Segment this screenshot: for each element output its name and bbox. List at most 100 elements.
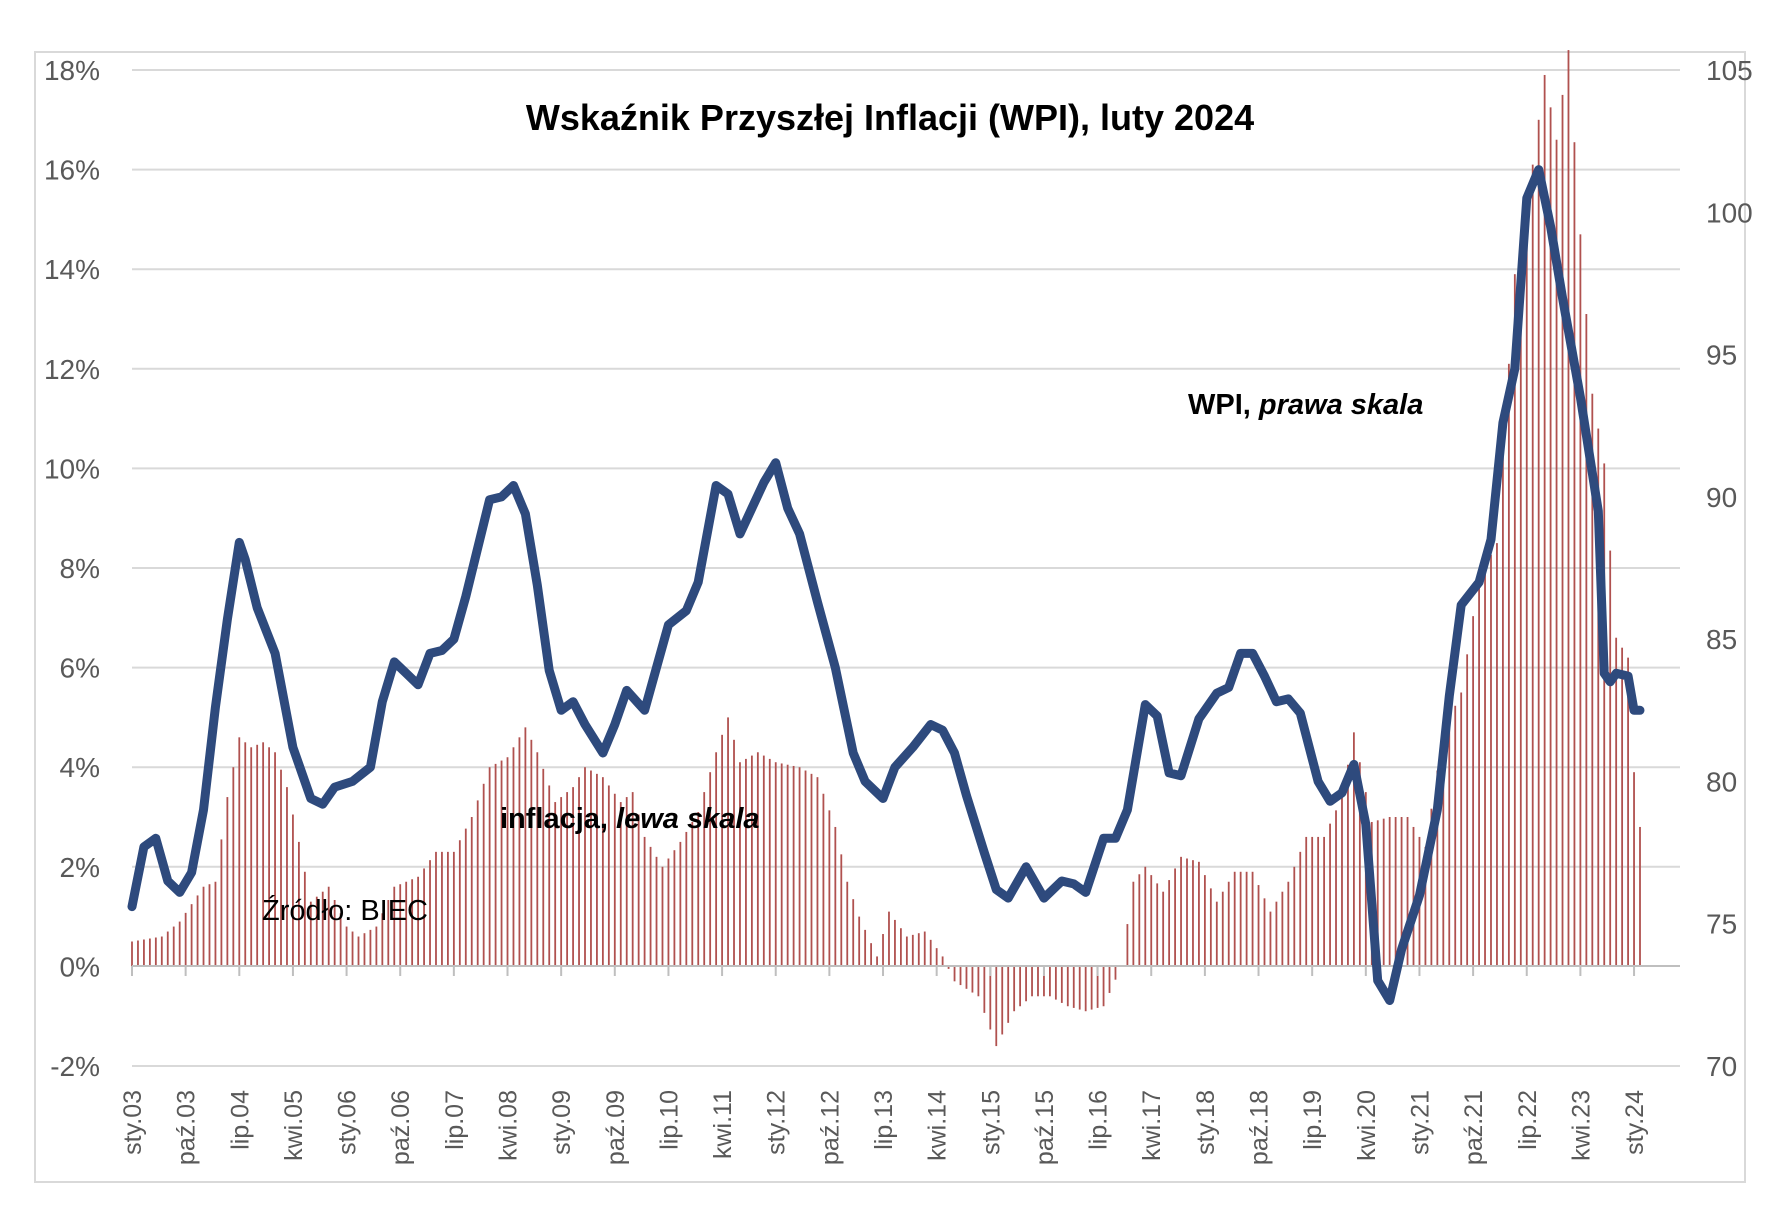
inflation-bar — [1382, 818, 1385, 967]
inflation-bar — [1299, 851, 1302, 967]
inflation-bar — [512, 747, 515, 967]
inflation-bar — [1537, 119, 1540, 967]
inflation-bar — [792, 765, 795, 967]
inflation-bar — [1609, 550, 1612, 967]
wpi-label-text: WPI, — [1188, 389, 1259, 421]
inflation-bar — [1293, 866, 1296, 967]
inflation-bar — [333, 900, 336, 967]
inflation-bar — [637, 814, 640, 967]
inflation-bar — [506, 757, 509, 967]
inflation-bar — [1400, 817, 1403, 967]
inflation-bar — [1442, 732, 1445, 967]
inflation-bar — [840, 854, 843, 967]
inflation-bar — [786, 764, 789, 967]
inflation-bar — [429, 860, 431, 967]
inflation-bar — [476, 800, 479, 967]
inflation-bar — [494, 763, 497, 967]
inflation-bar — [685, 831, 688, 967]
inflation-bar — [768, 758, 771, 967]
inflation-bar — [1460, 692, 1463, 967]
inflation-bar — [584, 767, 586, 967]
inflation-bar — [131, 941, 133, 967]
x-tick-label: paź.06 — [387, 1090, 415, 1165]
inflation-bar — [1466, 654, 1469, 967]
inflation-bar — [1174, 868, 1176, 967]
inflation-bar — [1078, 966, 1081, 1010]
inflation-bar — [166, 931, 169, 967]
inflation-bar — [882, 934, 884, 967]
inflation-bar — [208, 884, 211, 967]
inflation-bar — [292, 814, 294, 967]
x-tick-label: lip.19 — [1299, 1090, 1327, 1150]
inflation-bar — [745, 758, 747, 967]
inflation-bar — [190, 904, 193, 967]
inflation-bar — [196, 895, 199, 967]
inflation-bar — [995, 966, 998, 1047]
inflation-bar — [739, 762, 741, 967]
inflation-bar — [917, 933, 920, 967]
inflation-bar — [1579, 234, 1582, 967]
x-tick-label: lip.04 — [226, 1090, 254, 1150]
inflation-bar — [1072, 966, 1075, 1008]
inflation-bar — [679, 841, 682, 967]
inflation-bar — [643, 836, 646, 967]
x-tick-label: kwi.20 — [1353, 1090, 1381, 1161]
inflation-bar — [923, 931, 926, 967]
inflation-bar — [303, 871, 306, 967]
inflation-bar — [184, 912, 187, 967]
x-tick-label: sty.09 — [548, 1090, 576, 1155]
x-tick-label: paź.03 — [173, 1090, 201, 1165]
inflation-bar — [452, 851, 455, 967]
inflation-bar — [935, 948, 938, 967]
inflation-bar — [1633, 772, 1635, 967]
inflation-bar — [1591, 393, 1594, 967]
inflation-bar — [518, 737, 521, 967]
inflation-bar — [435, 851, 437, 967]
inflation-bar — [733, 739, 735, 967]
inflation-bar — [1025, 966, 1027, 1002]
right-axis-tick-label: 95 — [1706, 340, 1737, 371]
inflation-bar — [1573, 142, 1576, 967]
inflation-bar — [566, 792, 569, 967]
inflation-bar — [1144, 866, 1147, 967]
inflation-bar — [524, 727, 527, 967]
x-tick-label: paź.18 — [1246, 1090, 1274, 1165]
inflation-bar — [417, 876, 420, 967]
inflation-bar — [727, 717, 729, 967]
left-axis-tick-label: -2% — [50, 1051, 100, 1082]
inflation-bar — [1084, 966, 1087, 1012]
inflation-bar — [345, 926, 348, 967]
inflation-bar — [178, 921, 181, 967]
inflation-bar — [1257, 885, 1260, 967]
left-axis-tick-label: 14% — [44, 254, 100, 285]
chart-title: Wskaźnik Przyszłej Inflacji (WPI), luty … — [526, 97, 1254, 138]
x-tick-label: sty.06 — [334, 1090, 362, 1155]
inflation-bar — [1031, 966, 1033, 997]
inflation-bar — [1448, 719, 1451, 967]
wpi-label-italic: prawa skala — [1258, 389, 1423, 421]
inflation-bar — [1269, 911, 1272, 967]
inflation-bar — [780, 763, 783, 967]
x-tick-label: sty.18 — [1192, 1090, 1220, 1155]
inflation-bar — [1043, 966, 1045, 997]
x-tick-label: lip.22 — [1514, 1090, 1542, 1150]
inflation-bar — [154, 937, 157, 967]
inflation-bar — [750, 755, 753, 967]
inflation-bar — [375, 926, 378, 967]
inflation-bar — [822, 793, 825, 967]
inflation-bar — [160, 936, 163, 967]
inflation-bar — [357, 936, 360, 967]
inflation-bar — [816, 777, 819, 967]
inflation-bar — [905, 936, 908, 967]
inflation-bar — [977, 966, 980, 997]
inflation-bar — [613, 793, 616, 967]
inflation-bar — [1227, 881, 1230, 967]
inflation-bar — [697, 812, 700, 967]
inflation-bar — [441, 851, 443, 967]
inflation-bar — [1263, 898, 1266, 967]
inflation-bar — [965, 966, 968, 989]
inflation-bar — [1531, 164, 1534, 967]
inflation-bar — [953, 966, 956, 982]
inflation-bar — [1203, 875, 1206, 967]
inflation-bar — [876, 956, 878, 967]
